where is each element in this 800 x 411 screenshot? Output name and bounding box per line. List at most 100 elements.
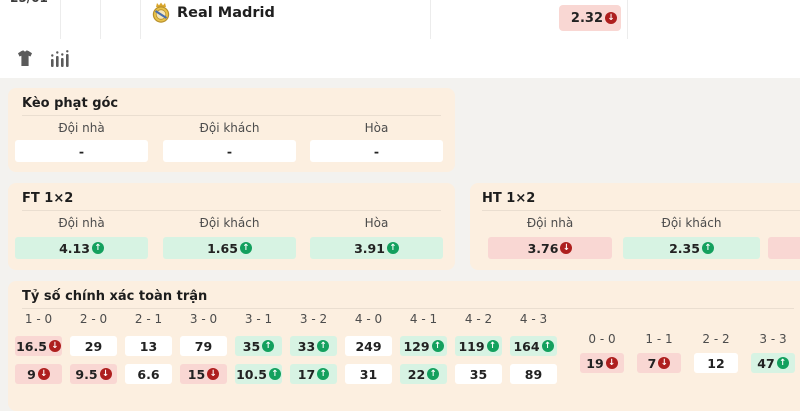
odds-cell-home[interactable]: 3.76 ↓ (488, 237, 612, 259)
score-odds-cell[interactable]: 6.6 (125, 364, 172, 384)
panel-ft-1x2: FT 1×2 Đội nhà Đội khách Hòa 4.13 ↑ 1.65 ↑… (8, 183, 455, 270)
odds-value: 6.6 (137, 366, 160, 382)
panel-title: FT 1×2 (22, 191, 74, 206)
score-odds-cell[interactable]: 9.5 ↓ (70, 364, 117, 384)
score-odds-cell[interactable]: 15 ↓ (180, 364, 227, 384)
trend-down-icon: ↓ (605, 357, 618, 369)
divider (627, 0, 628, 39)
score-header: 4 - 1 (409, 312, 438, 326)
score-header: 1 - 0 (24, 312, 53, 326)
odds-value: 29 (84, 338, 103, 354)
odds-cell-away[interactable]: - (163, 140, 296, 162)
score-header: 2 - 0 (79, 312, 108, 326)
trend-up-icon: ↑ (239, 242, 252, 254)
trend-down-icon: ↓ (560, 242, 573, 254)
odds-value: - (373, 143, 380, 159)
odds-value: 4.13 (59, 240, 90, 256)
score-odds-cell[interactable]: 13 (125, 336, 172, 356)
trend-up-icon: ↑ (317, 340, 330, 352)
odds-value: 3.91 (354, 240, 385, 256)
col-header-draw: Hòa (364, 216, 389, 230)
odds-cell-home[interactable]: - (15, 140, 148, 162)
odds-value: 89 (524, 366, 543, 382)
odds-value: 164 (513, 338, 540, 354)
trend-up-icon: ↑ (268, 368, 281, 380)
trend-up-icon: ↑ (541, 340, 554, 352)
trend-down-icon: ↓ (605, 12, 617, 24)
match-date: 25/01 (0, 0, 58, 5)
col-header-away: Đội khách (199, 121, 260, 135)
trend-down-icon: ↓ (99, 368, 112, 380)
panel-ht-1x2: HT 1×2 Đội nhà Đội khách 3.76 ↓ 2.35 ↑ (470, 183, 800, 270)
panel-title: HT 1×2 (482, 191, 536, 206)
trend-up-icon: ↑ (486, 340, 499, 352)
odds-value: 19 (586, 355, 604, 371)
divider (22, 210, 441, 211)
score-odds-cell[interactable]: 35 (455, 364, 502, 384)
odds-value: 9 (27, 366, 36, 382)
odds-value: - (78, 143, 85, 159)
odds-value: 9.5 (75, 366, 98, 382)
trend-up-icon: ↑ (701, 242, 714, 254)
odds-cell-away[interactable]: 1.65 ↑ (163, 237, 296, 259)
score-odds-cell[interactable]: 9 ↓ (15, 364, 62, 384)
odds-value: 2.35 (669, 240, 700, 256)
trend-down-icon: ↓ (37, 368, 50, 380)
score-header: 4 - 3 (519, 312, 548, 326)
col-header-away: Đội khách (199, 216, 260, 230)
panel-title: Tỷ số chính xác toàn trận (22, 289, 208, 304)
odds-value: 119 (458, 338, 485, 354)
score-odds-cell[interactable]: 10.5 ↑ (235, 364, 282, 384)
odds-cell-draw[interactable]: 3.91 ↑ (310, 237, 443, 259)
odds-value: 2.32 (570, 10, 603, 26)
real-madrid-crest-icon (152, 2, 170, 23)
score-odds-cell[interactable]: 119 ↑ (455, 336, 502, 356)
match-odds-cell[interactable]: 2.32 ↓ (559, 5, 621, 31)
score-odds-cell[interactable]: 12 (694, 353, 738, 373)
score-odds-cell[interactable]: 31 (345, 364, 392, 384)
score-odds-cell[interactable]: 17 ↑ (290, 364, 337, 384)
divider (22, 308, 794, 309)
odds-value: 16.5 (16, 338, 47, 354)
score-odds-cell[interactable]: 249 (345, 336, 392, 356)
score-header: 2 - 1 (134, 312, 163, 326)
trend-down-icon: ↓ (48, 340, 61, 352)
col-header-home: Đội nhà (58, 216, 105, 230)
score-odds-cell[interactable]: 129 ↑ (400, 336, 447, 356)
odds-value: 1.65 (207, 240, 238, 256)
score-odds-cell[interactable]: 29 (70, 336, 117, 356)
match-row: 25/01 Real Madrid 2.32 ↓ (0, 0, 800, 78)
odds-cell-draw[interactable] (768, 237, 800, 259)
score-odds-cell[interactable]: 22 ↑ (400, 364, 447, 384)
score-odds-cell[interactable]: 47 ↑ (751, 353, 795, 373)
odds-value: 7 (647, 355, 657, 371)
score-header: 3 - 3 (759, 332, 787, 346)
trend-up-icon: ↑ (427, 368, 440, 380)
odds-cell-home[interactable]: 4.13 ↑ (15, 237, 148, 259)
odds-cell-draw[interactable]: - (310, 140, 443, 162)
score-odds-cell[interactable]: 16.5 ↓ (15, 336, 62, 356)
score-odds-cell[interactable]: 164 ↑ (510, 336, 557, 356)
score-header: 0 - 0 (588, 332, 616, 346)
score-header: 4 - 0 (354, 312, 383, 326)
divider (140, 0, 141, 39)
score-odds-cell[interactable]: 79 (180, 336, 227, 356)
jersey-icon[interactable] (14, 48, 36, 70)
score-odds-cell[interactable]: 19 ↓ (580, 353, 624, 373)
score-header: 3 - 0 (189, 312, 218, 326)
col-header-home: Đội nhà (526, 216, 574, 230)
stats-chart-icon[interactable] (49, 48, 71, 70)
score-odds-cell[interactable]: 35 ↑ (235, 336, 282, 356)
score-header: 2 - 2 (702, 332, 730, 346)
score-odds-cell[interactable]: 33 ↑ (290, 336, 337, 356)
trend-up-icon: ↑ (431, 340, 444, 352)
score-odds-cell[interactable]: 89 (510, 364, 557, 384)
odds-value: 35 (242, 338, 261, 354)
team-cell[interactable]: Real Madrid (152, 2, 275, 23)
odds-value: 3.76 (527, 240, 559, 256)
panel-corner-odds: Kèo phạt góc Đội nhà Đội khách Hòa - - - (8, 88, 455, 172)
divider (100, 0, 101, 39)
score-odds-cell[interactable]: 7 ↓ (637, 353, 681, 373)
divider (482, 210, 800, 211)
odds-cell-away[interactable]: 2.35 ↑ (623, 237, 760, 259)
